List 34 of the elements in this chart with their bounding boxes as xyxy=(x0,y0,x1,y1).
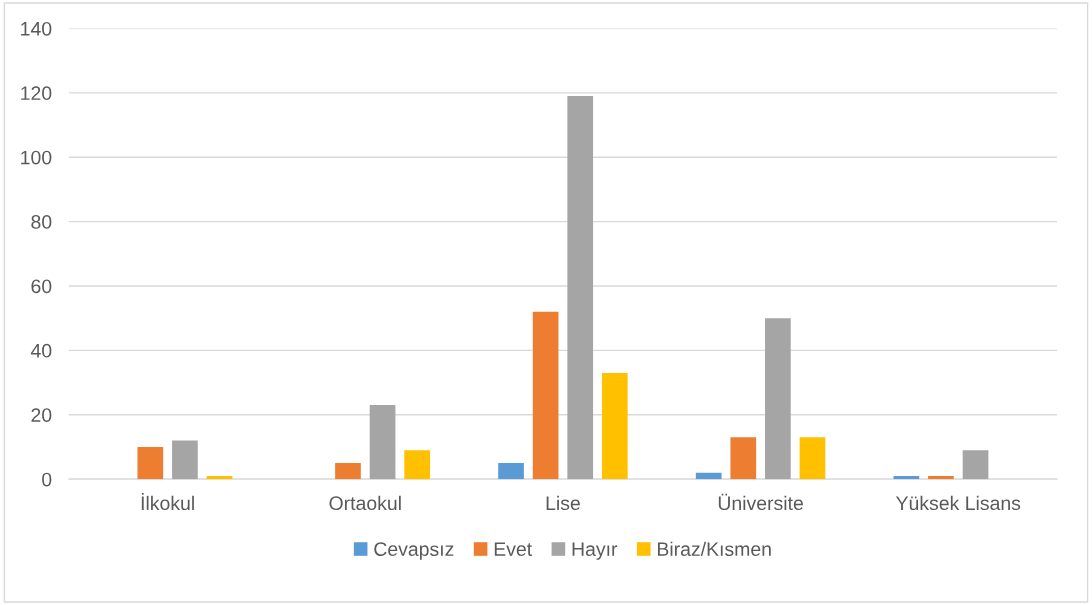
y-tick-label: 0 xyxy=(42,472,52,487)
legend-label: Hayır xyxy=(572,542,618,560)
bar xyxy=(137,446,164,480)
x-tick-label: Ortaokul xyxy=(329,495,401,511)
bar xyxy=(601,372,628,480)
bar xyxy=(928,475,954,480)
bar xyxy=(567,96,594,480)
bar xyxy=(206,475,233,480)
x-tick-label: Yüksek Lisans xyxy=(895,495,1021,511)
bar xyxy=(532,311,559,480)
x-tick-label: Lise xyxy=(546,495,580,511)
x-tick-label: İlkokul xyxy=(141,493,194,511)
y-tick-label: 100 xyxy=(21,150,52,165)
y-tick-label: 120 xyxy=(21,86,52,101)
y-tick-label: 40 xyxy=(30,343,52,358)
bar xyxy=(404,450,431,480)
bar xyxy=(335,463,361,480)
bar xyxy=(799,437,826,480)
bar xyxy=(893,475,920,480)
bar xyxy=(730,437,757,480)
bar xyxy=(962,450,989,480)
legend-label: Biraz/Kısmen xyxy=(657,541,771,557)
bar xyxy=(765,318,791,480)
bar xyxy=(172,440,198,480)
y-tick-label: 20 xyxy=(31,408,52,423)
bar xyxy=(695,472,722,480)
bar xyxy=(369,405,396,480)
y-tick-label: 60 xyxy=(31,279,52,294)
y-tick-label: 80 xyxy=(31,215,52,229)
y-tick-label: 140 xyxy=(21,21,52,36)
legend-label: Cevapsız xyxy=(374,542,454,560)
legend-label: Evet xyxy=(494,542,532,557)
x-tick-label: Üniversite xyxy=(718,493,803,511)
bar xyxy=(498,463,524,480)
